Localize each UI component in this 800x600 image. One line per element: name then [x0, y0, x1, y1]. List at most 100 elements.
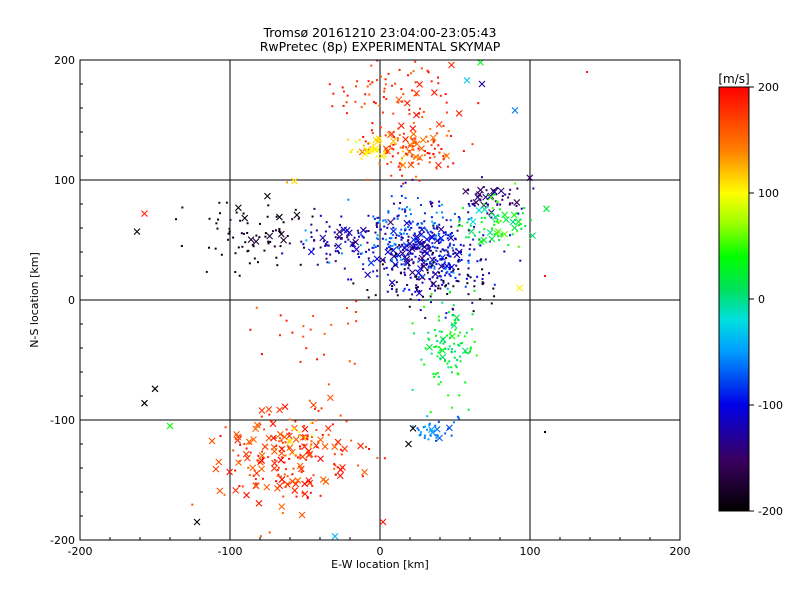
- data-point: [259, 535, 262, 538]
- data-point: [389, 259, 392, 262]
- data-point: [234, 469, 237, 472]
- data-point: [467, 211, 470, 214]
- data-point: [249, 451, 252, 454]
- data-point: [400, 238, 403, 241]
- data-point: [517, 212, 520, 215]
- data-point: [369, 83, 372, 86]
- data-point: [491, 207, 494, 210]
- data-point-x: [359, 226, 367, 234]
- data-point: [529, 219, 532, 222]
- data-point: [388, 246, 391, 249]
- data-point: [490, 216, 493, 219]
- data-point-x: [265, 405, 273, 413]
- data-point-x: [373, 255, 381, 263]
- data-point: [229, 218, 232, 221]
- data-point: [418, 107, 421, 110]
- data-point: [408, 113, 411, 116]
- data-point: [396, 217, 399, 220]
- data-point-x: [208, 437, 216, 445]
- data-point: [469, 253, 472, 256]
- data-point: [429, 202, 432, 205]
- data-point: [429, 411, 432, 414]
- data-point: [413, 332, 416, 335]
- data-point: [276, 468, 279, 471]
- data-point: [478, 231, 481, 234]
- data-point-x: [413, 140, 421, 148]
- data-point: [441, 216, 444, 219]
- data-point: [452, 269, 455, 272]
- data-point: [472, 238, 475, 241]
- data-point: [493, 295, 496, 298]
- data-point: [219, 212, 222, 215]
- data-point: [444, 231, 447, 234]
- data-point: [452, 314, 455, 317]
- data-point: [312, 474, 315, 477]
- data-point-x: [317, 436, 324, 444]
- data-point: [453, 212, 456, 215]
- data-point: [425, 135, 428, 138]
- data-point: [368, 141, 371, 144]
- data-point: [375, 237, 378, 240]
- data-point-x: [276, 430, 284, 438]
- data-point: [386, 290, 389, 293]
- data-point: [453, 356, 456, 359]
- data-point: [288, 418, 291, 421]
- data-point: [495, 201, 498, 204]
- data-point: [417, 429, 420, 432]
- data-point: [452, 249, 455, 252]
- data-point: [241, 485, 244, 488]
- data-point: [444, 432, 447, 435]
- data-point: [418, 298, 421, 301]
- data-point: [291, 473, 294, 476]
- data-point: [305, 458, 308, 461]
- data-point: [430, 293, 433, 296]
- data-point-x: [305, 477, 313, 484]
- data-point: [409, 276, 412, 279]
- data-point: [420, 226, 423, 229]
- data-point: [440, 270, 443, 273]
- data-point: [247, 466, 250, 469]
- data-point: [427, 71, 430, 74]
- data-point: [473, 202, 476, 205]
- data-point: [422, 295, 425, 298]
- data-point: [314, 419, 317, 422]
- data-point-x: [469, 218, 477, 225]
- data-point: [429, 298, 432, 301]
- data-point: [395, 253, 398, 256]
- data-point: [387, 209, 390, 212]
- data-point: [401, 174, 404, 177]
- data-point: [205, 270, 208, 273]
- data-point-x: [426, 343, 433, 351]
- data-point: [353, 236, 356, 239]
- data-point: [459, 331, 462, 334]
- data-point-x: [389, 247, 397, 254]
- data-point-x: [448, 332, 456, 340]
- data-point-x: [515, 218, 522, 226]
- x-tick-label: 100: [520, 545, 541, 558]
- data-point: [440, 278, 443, 281]
- data-point: [391, 245, 394, 248]
- data-point: [224, 426, 227, 429]
- data-point-x: [387, 218, 394, 226]
- data-point: [456, 415, 459, 418]
- x-tick-label: 0: [377, 545, 384, 558]
- data-point: [373, 244, 376, 247]
- data-point-x: [476, 190, 483, 198]
- data-point: [449, 331, 452, 334]
- data-point-x: [399, 249, 406, 257]
- data-point: [344, 240, 347, 243]
- data-point: [449, 235, 452, 238]
- data-point: [383, 259, 386, 262]
- data-point: [304, 438, 307, 441]
- data-point: [401, 146, 404, 149]
- data-point: [432, 141, 435, 144]
- data-point: [280, 456, 283, 459]
- data-point: [287, 441, 290, 444]
- data-point: [374, 246, 377, 249]
- data-point: [411, 144, 414, 147]
- data-point: [285, 428, 288, 431]
- data-point: [393, 264, 396, 267]
- data-point: [368, 93, 371, 96]
- data-point: [439, 287, 442, 290]
- data-point-x: [324, 424, 332, 432]
